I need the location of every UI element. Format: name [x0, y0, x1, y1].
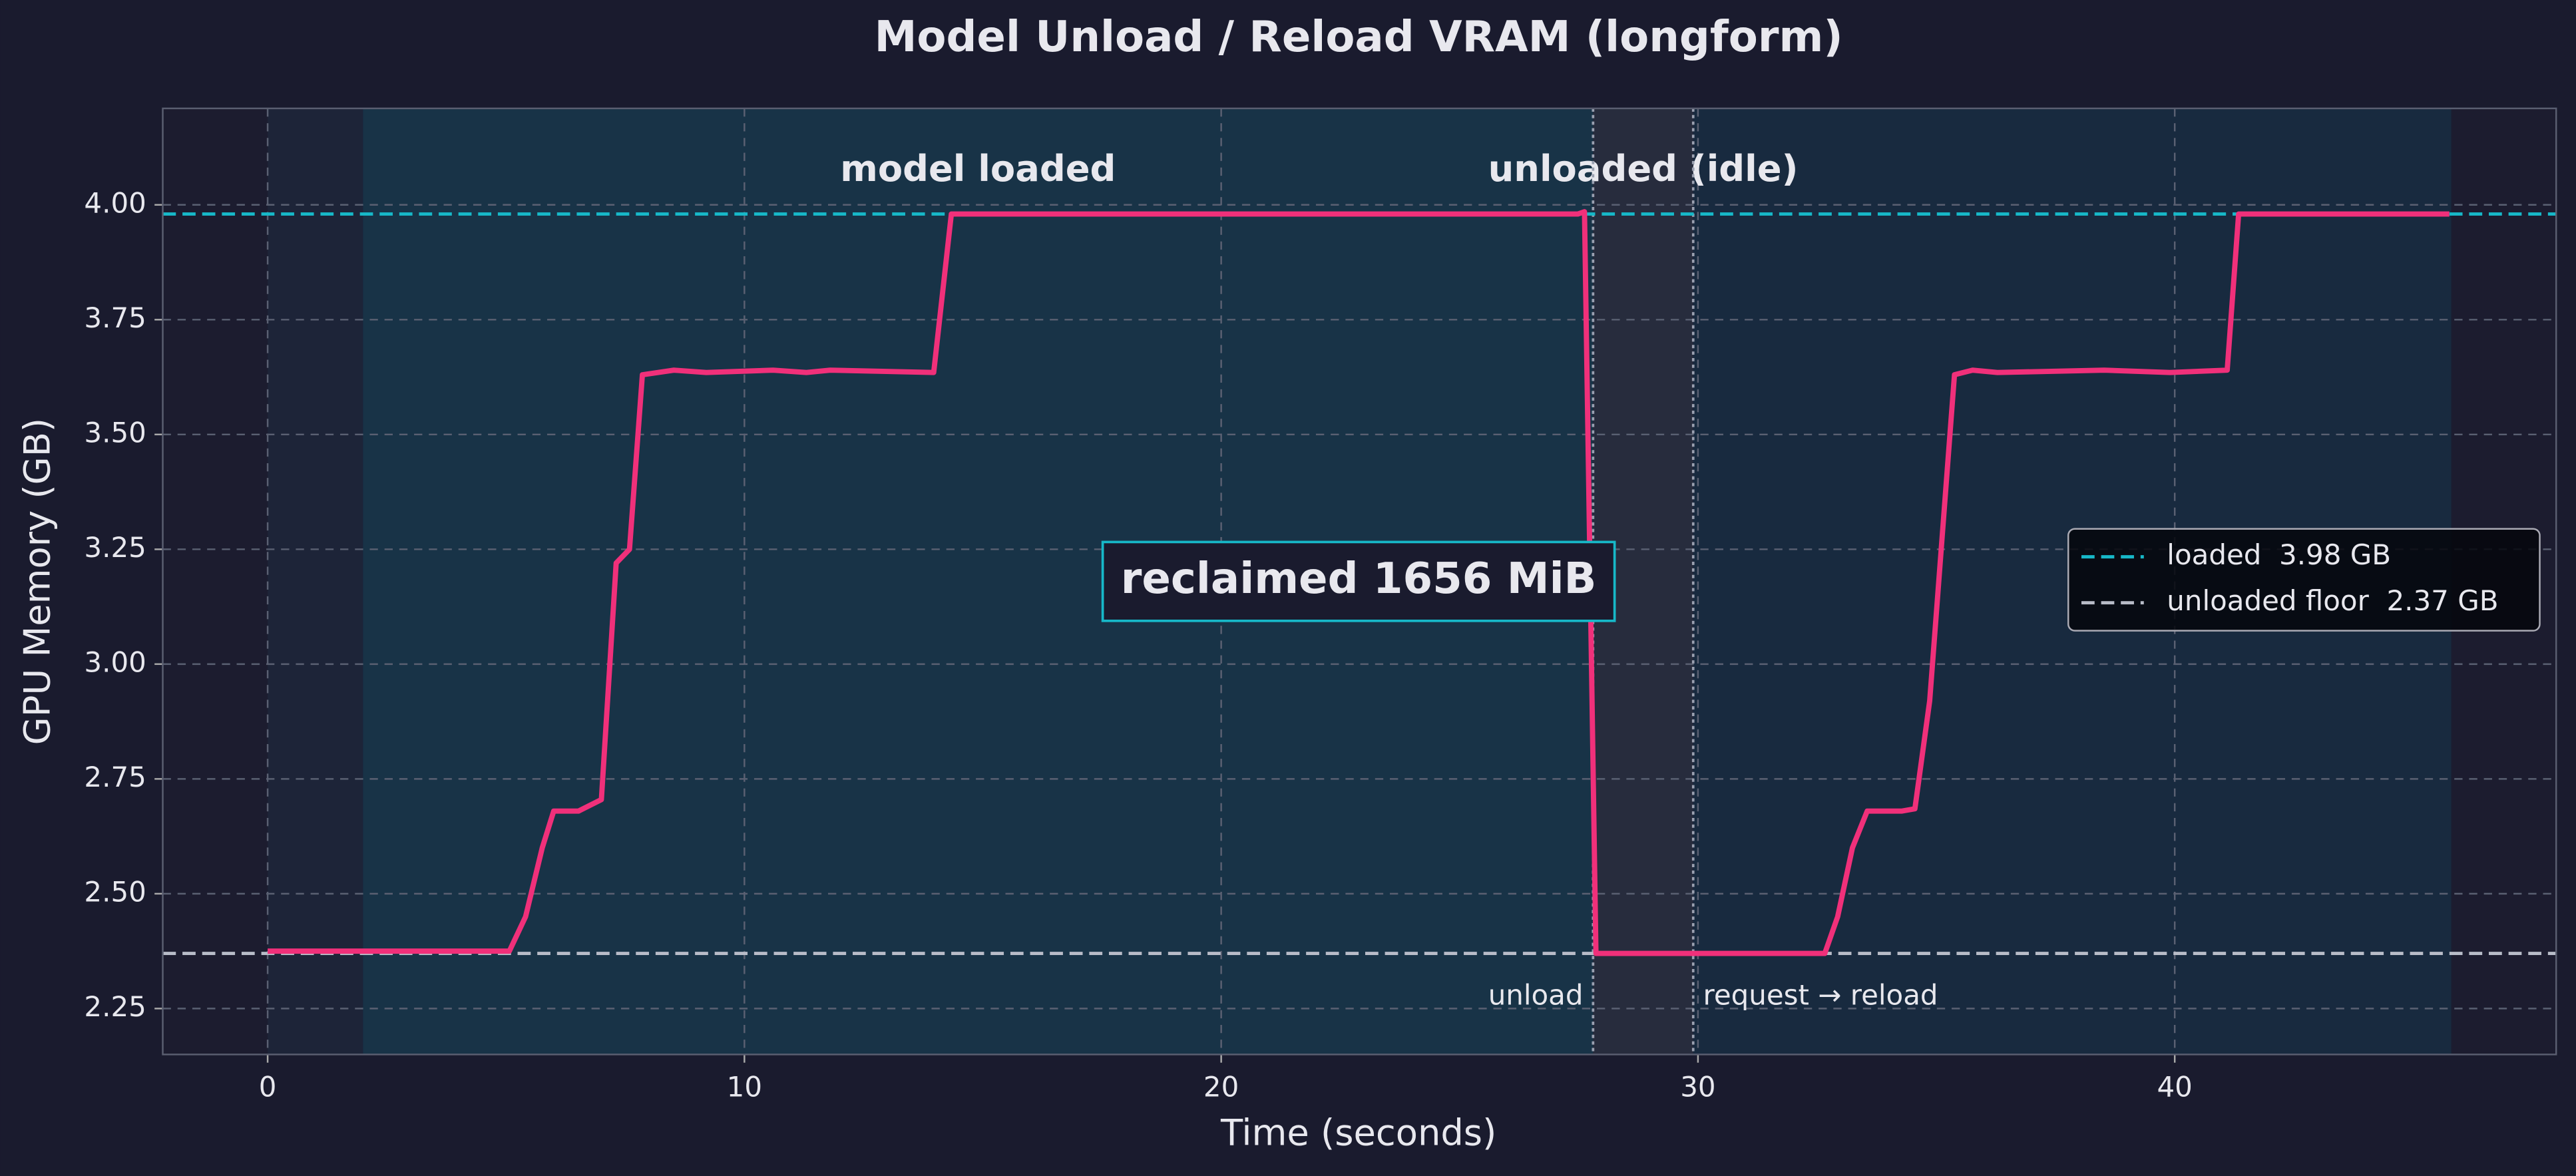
annotation: reclaimed 1656 MiB	[1121, 554, 1597, 604]
span-label: model loaded	[840, 148, 1116, 190]
y-tick-label: 3.25	[84, 531, 146, 564]
x-tick-label: 30	[1680, 1071, 1715, 1103]
y-tick-label: 3.00	[84, 646, 146, 678]
event-label: request → reload	[1703, 979, 1938, 1012]
y-tick-label: 2.50	[84, 875, 146, 908]
legend-label: unloaded floor 2.37 GB	[2167, 584, 2498, 617]
chart-title: Model Unload / Reload VRAM (longform)	[875, 12, 1843, 62]
legend-label: loaded 3.98 GB	[2167, 538, 2391, 571]
legend: loaded 3.98 GB unloaded floor 2.37 GB	[2067, 528, 2541, 632]
x-tick-label: 20	[1203, 1071, 1239, 1103]
y-tick-label: 4.00	[84, 186, 146, 219]
data-line	[268, 209, 2450, 956]
y-tick-label: 2.75	[84, 761, 146, 793]
y-tick-label: 3.50	[84, 416, 146, 449]
y-tick-label: 2.25	[84, 990, 146, 1023]
x-axis-label: Time (seconds)	[1220, 1111, 1496, 1153]
x-tick-label: 0	[259, 1071, 277, 1103]
y-axis-label: GPU Memory (GB)	[17, 418, 59, 745]
x-tick-label: 10	[727, 1071, 762, 1103]
plot-frame	[162, 107, 2557, 1056]
legend-box	[2067, 528, 2541, 632]
y-tick-label: 3.75	[84, 301, 146, 334]
span-label: unloaded (idle)	[1488, 148, 1799, 190]
x-tick-label: 40	[2157, 1071, 2192, 1103]
annotation-box	[1101, 540, 1616, 622]
event-label: unload	[1488, 979, 1584, 1012]
span	[268, 108, 363, 1055]
